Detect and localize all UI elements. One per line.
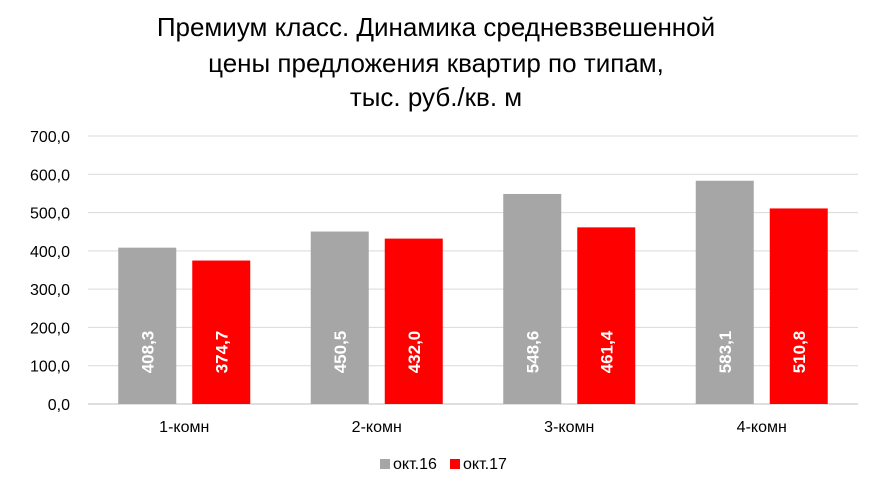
y-tick-label: 0,0 [48,397,70,414]
chart-title-line-1: Премиум класс. Динамика средневзвешенной [156,12,716,42]
y-tick-label: 500,0 [30,206,70,223]
bar-okt16 [503,193,562,404]
bar-okt16 [118,247,177,404]
bar-data-label: 548,6 [523,331,542,374]
x-tick-label: 4-комн [737,419,787,436]
bar-okt16 [310,231,369,404]
x-tick-label: 1-комн [159,419,209,436]
bar-data-label: 461,4 [597,330,616,373]
chart-title-line-2: цены предложения квартир по типам, [208,48,664,78]
bar-data-label: 583,1 [716,331,735,374]
bar-data-label: 408,3 [138,331,157,374]
x-tick-label: 2-комн [352,419,402,436]
bar-okt17 [384,238,443,404]
bar-data-label: 374,7 [212,331,231,374]
chart-title-line-3: тыс. руб./кв. м [349,82,523,112]
bar-okt17 [769,208,828,404]
bar-data-label: 432,0 [405,331,424,374]
bar-okt16 [695,180,754,404]
y-tick-label: 600,0 [30,167,70,184]
legend-swatch [450,459,460,469]
bar-data-label: 510,8 [790,331,809,374]
legend-label: окт.17 [463,456,507,473]
y-tick-label: 100,0 [30,359,70,376]
y-tick-label: 400,0 [30,244,70,261]
bar-data-label: 450,5 [331,331,350,374]
bar-okt17 [577,227,636,404]
bar-okt17 [192,260,251,404]
y-tick-label: 200,0 [30,320,70,337]
x-tick-label: 3-комн [544,419,594,436]
legend-label: окт.16 [393,456,437,473]
y-tick-label: 300,0 [30,282,70,299]
y-tick-label: 700,0 [30,129,70,146]
legend-swatch [380,459,390,469]
